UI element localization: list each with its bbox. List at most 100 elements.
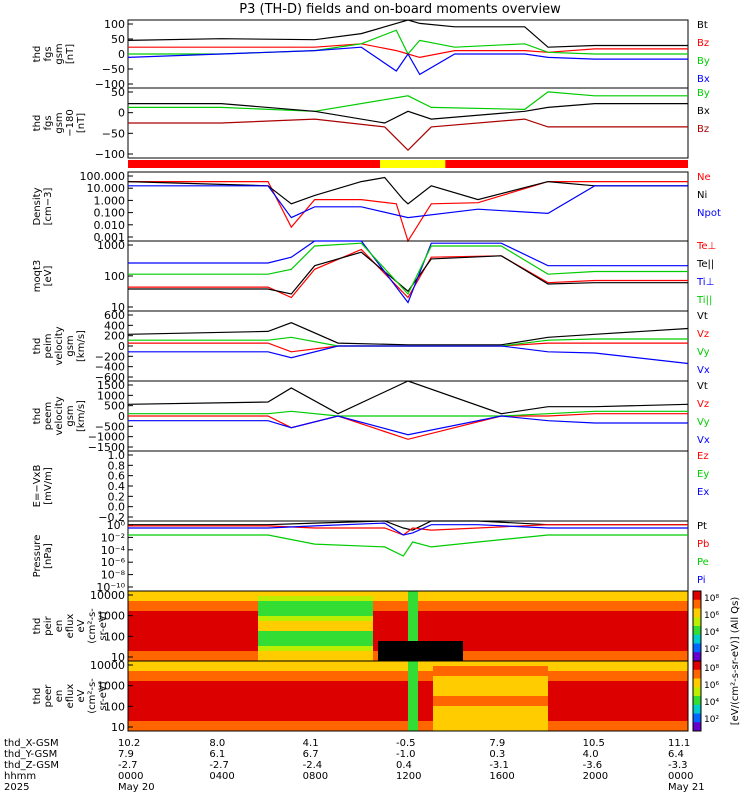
spectrogram-cell (503, 686, 509, 692)
spectrogram-cell (578, 721, 584, 727)
series-Npot (128, 185, 688, 219)
spectrogram-cell (248, 711, 254, 717)
spectrogram-cell (373, 686, 379, 692)
spectrogram-cell (488, 616, 494, 622)
spectrogram-cell (513, 721, 519, 727)
spectrogram-cell (398, 696, 404, 702)
spectrogram-cell (508, 671, 514, 677)
spectrogram-cell (603, 636, 609, 642)
spectrogram-cell (618, 686, 624, 692)
spectrogram-cell (213, 691, 219, 697)
y-tick-label: 0 (118, 340, 125, 353)
spectrogram-cell (388, 686, 394, 692)
spectrogram-cell (398, 646, 404, 652)
series-Vz (128, 413, 688, 440)
spectrogram-cell (313, 626, 319, 632)
spectrogram-cell (498, 691, 504, 697)
spectrogram-cell (228, 621, 234, 627)
spectrogram-cell (208, 591, 214, 597)
spectrogram-cell (153, 646, 159, 652)
spectrogram-cell (308, 616, 314, 622)
spectrogram-cell (483, 681, 489, 687)
spectrogram-cell (138, 606, 144, 612)
spectrogram-cell (633, 606, 639, 612)
spectrogram-cell (528, 641, 534, 647)
spectrogram-cell (538, 656, 544, 662)
spectrogram-cell (498, 611, 504, 617)
spectrogram-cell (408, 611, 414, 617)
spectrogram-cell (368, 716, 374, 722)
spectrogram-cell (268, 646, 274, 652)
spectrogram-cell (353, 716, 359, 722)
spectrogram-cell (528, 616, 534, 622)
spectrogram-cell (213, 676, 219, 682)
spectrogram-cell (238, 601, 244, 607)
spectrogram-cell (483, 591, 489, 597)
spectrogram-cell (528, 671, 534, 677)
spectrogram-cell (443, 591, 449, 597)
spectrogram-cell (453, 701, 459, 707)
spectrogram-cell (133, 596, 139, 602)
spectrogram-cell (143, 691, 149, 697)
spectrogram-cell (433, 626, 439, 632)
spectrogram-cell (173, 606, 179, 612)
spectrogram-cell (198, 711, 204, 717)
spectrogram-cell (158, 631, 164, 637)
spectrogram-cell (588, 721, 594, 727)
spectrogram-cell (453, 686, 459, 692)
spectrogram-cell (138, 686, 144, 692)
series-Bx (127, 46, 688, 76)
spectrogram-cell (658, 726, 664, 732)
spectrogram-cell (493, 631, 499, 637)
spectrogram-cell (673, 646, 679, 652)
spectrogram-cell (378, 671, 384, 677)
spectrogram-cell (443, 601, 449, 607)
spectrogram-cell (608, 596, 614, 602)
spectrogram-cell (438, 716, 444, 722)
spectrogram-cell (278, 701, 284, 707)
spectrogram-cell (343, 596, 349, 602)
spectrogram-cell (163, 686, 169, 692)
spectrogram-cell (353, 606, 359, 612)
spectrogram-cell (653, 721, 659, 727)
spectrogram-cell (583, 636, 589, 642)
spectrogram-cell (613, 646, 619, 652)
spectrogram-cell (618, 591, 624, 597)
axis-row-label: thd_Z-GSM (4, 760, 59, 771)
spectrogram-cell (423, 706, 429, 712)
spectrogram-cell (408, 696, 414, 702)
series-Te (128, 248, 688, 299)
spectrogram-cell (223, 641, 229, 647)
spectrogram-cell (513, 596, 519, 602)
spectrogram-cell (193, 596, 199, 602)
spectrogram-cell (178, 601, 184, 607)
spectrogram-cell (163, 661, 169, 667)
spectrogram-cell (248, 591, 254, 597)
spectrogram-cell (518, 636, 524, 642)
spectrogram-cell (283, 671, 289, 677)
spectrogram-cell (348, 716, 354, 722)
spectrogram-cell (163, 656, 169, 662)
spectrogram-cell (298, 606, 304, 612)
spectrogram-cell (523, 631, 529, 637)
spectrogram-cell (343, 681, 349, 687)
spectrogram-cell (413, 656, 419, 662)
spectrogram-cell (258, 706, 264, 712)
spectrogram-cell (278, 626, 284, 632)
spectrogram-cell (318, 656, 324, 662)
spectrogram-cell (448, 681, 454, 687)
spectrogram-cell (483, 651, 489, 657)
spectrogram-cell (368, 676, 374, 682)
spectrogram-cell (488, 606, 494, 612)
spectrogram-cell (358, 621, 364, 627)
spectrogram-cell (358, 601, 364, 607)
spectrogram-cell (563, 676, 569, 682)
spectrogram-cell (253, 596, 259, 602)
spectrogram-cell (438, 691, 444, 697)
spectrogram-cell (348, 606, 354, 612)
y-axis-label: en (54, 620, 65, 633)
spectrogram-cell (553, 661, 559, 667)
spectrogram-cell (613, 681, 619, 687)
spectrogram-cell (493, 721, 499, 727)
spectrogram-cell (143, 706, 149, 712)
